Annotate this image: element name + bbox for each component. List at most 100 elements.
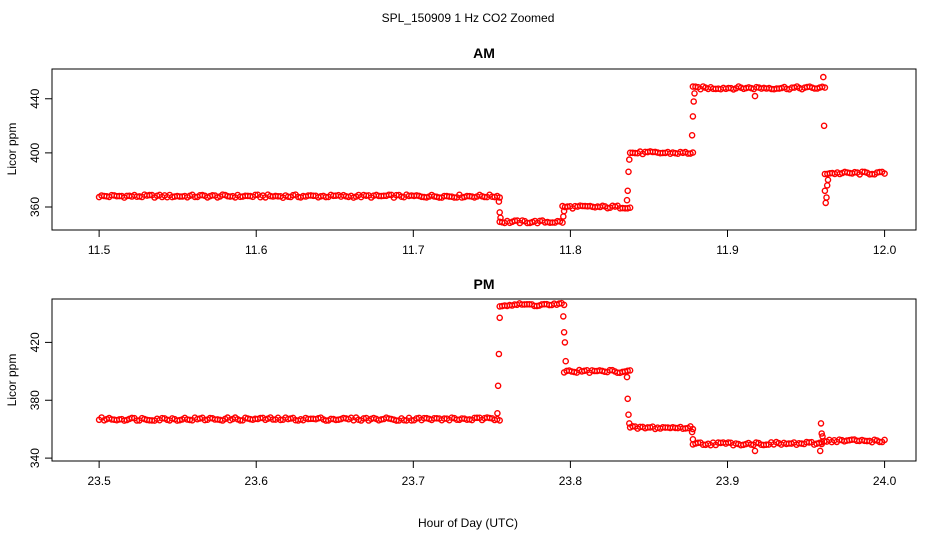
data-point bbox=[561, 339, 569, 346]
plot-frame-pm bbox=[51, 298, 917, 462]
data-point bbox=[560, 301, 568, 309]
data-point bbox=[690, 98, 698, 105]
data-point bbox=[385, 191, 393, 199]
data-point bbox=[625, 168, 632, 176]
data-point bbox=[725, 439, 732, 446]
data-point bbox=[236, 417, 244, 424]
y-tick-label: 380 bbox=[28, 390, 42, 410]
data-point bbox=[688, 428, 696, 436]
y-axis-label-am: Licor ppm bbox=[5, 123, 19, 176]
panel-title-pm: PM bbox=[474, 276, 495, 292]
y-tick-label: 400 bbox=[28, 143, 42, 163]
x-tick-label: 12.0 bbox=[873, 243, 897, 257]
data-point bbox=[762, 441, 770, 449]
data-point bbox=[881, 436, 888, 444]
data-point bbox=[821, 187, 829, 195]
data-point bbox=[511, 217, 519, 224]
data-point bbox=[623, 373, 631, 381]
data-point bbox=[624, 395, 632, 403]
data-point bbox=[689, 149, 697, 156]
data-point bbox=[623, 196, 631, 204]
data-point bbox=[626, 420, 633, 427]
data-point bbox=[277, 416, 284, 424]
y-tick-label: 340 bbox=[28, 448, 42, 468]
data-point bbox=[626, 156, 633, 163]
data-point bbox=[824, 176, 832, 184]
figure-title: SPL_150909 1 Hz CO2 Zoomed bbox=[382, 11, 555, 25]
x-axis-am: 11.5 11.6 11.7 11.8 11.9 12.0 bbox=[88, 230, 897, 257]
x-tick-label: 11.6 bbox=[245, 243, 268, 257]
data-point bbox=[559, 219, 566, 226]
panel-pm: PM Licor ppm 23.5 23.6 23.7 23.8 23.9 24.0 34… bbox=[5, 276, 917, 488]
x-tick-label: 23.8 bbox=[559, 474, 583, 488]
data-point bbox=[473, 414, 481, 422]
data-point bbox=[562, 357, 570, 365]
data-point bbox=[691, 90, 698, 97]
y-axis-am: 360 400 440 bbox=[28, 88, 52, 217]
x-tick-label: 23.7 bbox=[402, 474, 426, 488]
data-point bbox=[497, 214, 504, 222]
data-point bbox=[822, 199, 830, 207]
data-point bbox=[494, 409, 501, 417]
data-points-pm bbox=[95, 299, 888, 455]
panel-title-am: AM bbox=[473, 45, 495, 61]
data-point bbox=[689, 113, 697, 120]
data-point bbox=[881, 170, 888, 177]
x-tick-label: 24.0 bbox=[873, 474, 897, 488]
data-point bbox=[560, 313, 567, 320]
x-tick-label: 11.5 bbox=[88, 243, 111, 257]
data-point bbox=[751, 92, 759, 100]
x-tick-label: 23.6 bbox=[245, 474, 269, 488]
data-point bbox=[400, 416, 408, 424]
y-axis-label-pm: Licor ppm bbox=[5, 354, 19, 407]
data-point bbox=[560, 328, 568, 336]
data-point bbox=[393, 417, 400, 424]
data-point bbox=[823, 194, 830, 201]
data-point bbox=[186, 416, 194, 424]
y-tick-label: 440 bbox=[28, 88, 42, 108]
data-point bbox=[624, 187, 632, 195]
data-point bbox=[146, 191, 153, 199]
data-point bbox=[133, 417, 141, 424]
x-axis-title: Hour of Day (UTC) bbox=[418, 516, 518, 530]
data-point bbox=[818, 430, 826, 437]
x-tick-label: 11.9 bbox=[716, 243, 739, 257]
data-point bbox=[626, 204, 634, 211]
x-axis-pm: 23.5 23.6 23.7 23.8 23.9 24.0 bbox=[87, 461, 897, 488]
data-point bbox=[624, 367, 631, 375]
data-point bbox=[819, 433, 826, 440]
data-point bbox=[805, 439, 813, 446]
x-tick-label: 11.7 bbox=[402, 243, 425, 257]
data-point bbox=[496, 209, 504, 216]
data-point bbox=[626, 367, 634, 374]
data-point bbox=[495, 350, 503, 358]
y-axis-pm: 340 380 420 bbox=[28, 332, 52, 468]
data-point bbox=[251, 191, 259, 199]
y-tick-label: 360 bbox=[28, 197, 42, 217]
x-tick-label: 23.9 bbox=[716, 474, 740, 488]
data-point bbox=[496, 417, 504, 424]
data-point bbox=[820, 122, 828, 130]
data-point bbox=[495, 198, 503, 205]
data-point bbox=[689, 435, 697, 443]
data-point bbox=[820, 73, 827, 81]
data-point bbox=[494, 382, 502, 390]
data-point bbox=[688, 131, 696, 139]
data-point bbox=[817, 420, 825, 427]
data-point bbox=[560, 213, 567, 220]
y-tick-label: 420 bbox=[28, 332, 42, 352]
x-tick-label: 23.5 bbox=[87, 474, 111, 488]
data-point bbox=[625, 411, 632, 419]
data-point bbox=[816, 447, 824, 455]
data-point bbox=[689, 425, 697, 433]
data-point bbox=[823, 182, 831, 189]
data-point bbox=[496, 314, 504, 322]
data-point bbox=[496, 194, 504, 201]
data-point bbox=[451, 194, 458, 201]
data-point bbox=[751, 447, 759, 455]
plot-frame-am bbox=[51, 68, 917, 231]
x-tick-label: 11.8 bbox=[559, 243, 582, 257]
data-points-am bbox=[95, 73, 888, 227]
data-point bbox=[560, 207, 568, 215]
